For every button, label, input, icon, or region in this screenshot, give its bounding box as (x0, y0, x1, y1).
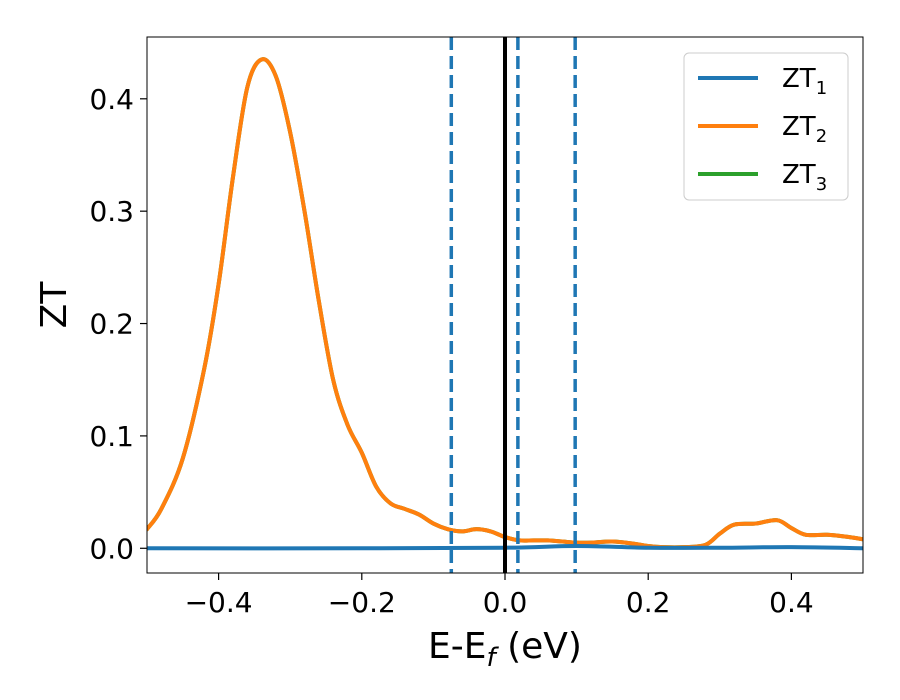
reference-lines (449, 37, 577, 573)
y-tick-label: 0.4 (89, 83, 134, 116)
series-line-zt1 (147, 544, 863, 551)
legend-label-zt1: ZT1 (782, 64, 827, 99)
legend-box (683, 52, 849, 201)
legend: ZT1 ZT2 ZT3 (683, 52, 849, 201)
y-tick-label: 0.0 (89, 532, 134, 565)
y-axis: 0.0 0.1 0.2 0.3 0.4 (89, 83, 147, 565)
legend-label-zt2: ZT2 (782, 112, 827, 147)
x-tick-label: −0.4 (185, 586, 253, 619)
legend-label-zt3: ZT3 (782, 160, 827, 195)
x-axis: −0.4 −0.2 0.0 0.2 0.4 (185, 573, 814, 619)
x-tick-label: 0.2 (626, 586, 671, 619)
y-tick-label: 0.1 (89, 420, 134, 453)
x-tick-label: 0.0 (483, 586, 528, 619)
y-tick-label: 0.2 (89, 308, 134, 341)
series-layer (147, 57, 863, 551)
x-tick-label: 0.4 (769, 586, 814, 619)
x-tick-label: −0.2 (328, 586, 396, 619)
plot-area (146, 36, 864, 574)
y-tick-label: 0.3 (89, 195, 134, 228)
x-axis-label: E-Ef (eV) (428, 626, 582, 673)
series-line-zt2 (147, 57, 863, 550)
y-axis-label: ZT (34, 281, 75, 329)
